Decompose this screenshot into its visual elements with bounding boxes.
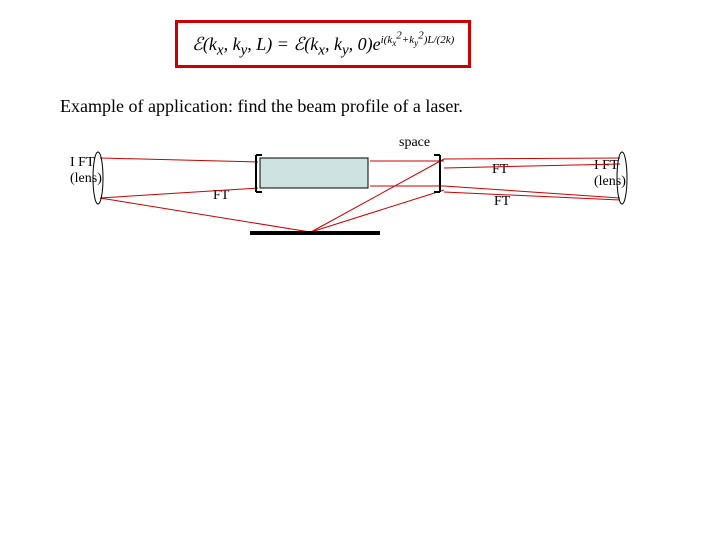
optics-diagram [0,0,720,540]
